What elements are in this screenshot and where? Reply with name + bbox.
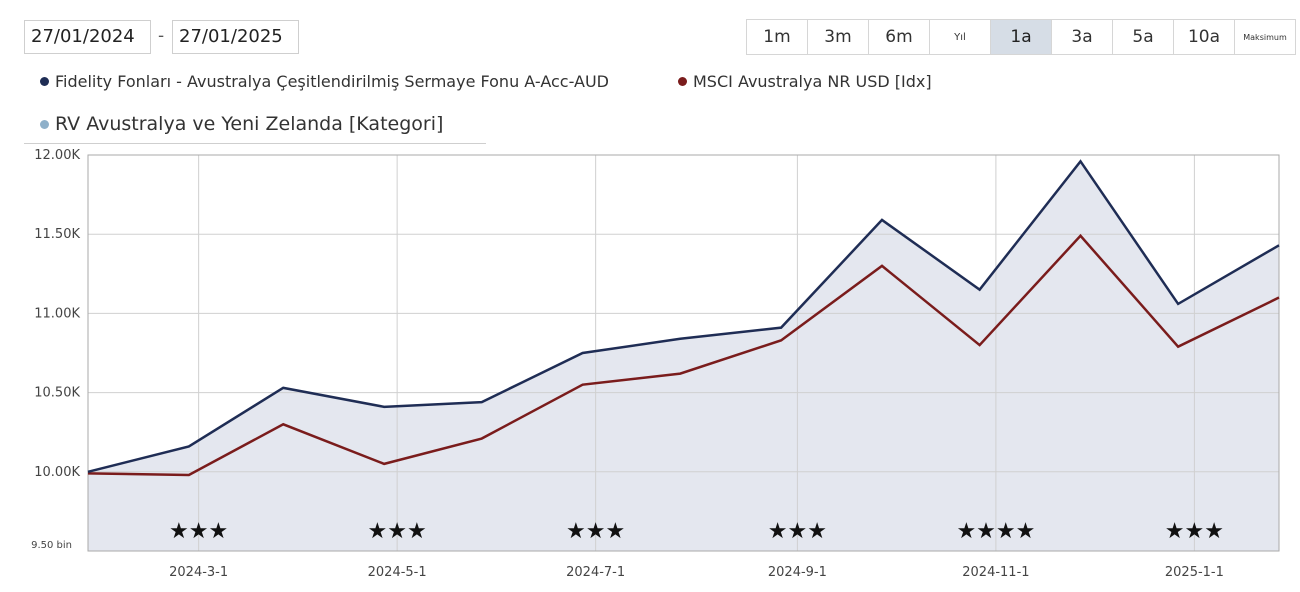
- x-tick-label: 2024-5-1: [368, 565, 427, 580]
- x-tick-label: 2024-7-1: [566, 565, 625, 580]
- range-button-5y[interactable]: 5a: [1113, 20, 1174, 54]
- y-tick-label: 11.00K: [34, 306, 80, 321]
- range-button-3m[interactable]: 3m: [808, 20, 869, 54]
- range-button-1y[interactable]: 1a: [991, 20, 1052, 54]
- range-button-10y[interactable]: 10a: [1174, 20, 1235, 54]
- date-from-input[interactable]: 27/01/2024: [24, 20, 151, 54]
- performance-chart: 12.00K 11.50K 11.00K 10.50K 10.00K 9.50 bin 20…: [31, 148, 1280, 580]
- rating-stars: ★★★: [1165, 519, 1224, 544]
- series-area-fill: [88, 161, 1279, 551]
- time-range-selector: 1m 3m 6m Yıl 1a 3a 5a 10a Maksimum: [746, 19, 1296, 55]
- legend-item-index[interactable]: MSCI Avustralya NR USD [Idx]: [678, 72, 932, 91]
- plot-border: [87, 154, 1280, 552]
- x-tick-label: 2024-9-1: [768, 565, 827, 580]
- legend-divider: [24, 143, 486, 144]
- y-tick-label: 9.50 bin: [31, 540, 72, 551]
- y-tick-label: 11.50K: [34, 227, 80, 242]
- range-button-1m[interactable]: 1m: [747, 20, 808, 54]
- y-tick-label: 12.00K: [34, 148, 80, 163]
- rating-stars: ★★★: [768, 519, 827, 544]
- rating-stars: ★★★: [169, 519, 228, 544]
- rating-stars: ★★★: [566, 519, 625, 544]
- range-button-6m[interactable]: 6m: [869, 20, 930, 54]
- range-button-3y[interactable]: 3a: [1052, 20, 1113, 54]
- x-tick-label: 2025-1-1: [1165, 565, 1224, 580]
- date-to-input[interactable]: 27/01/2025: [172, 20, 299, 54]
- legend-item-category[interactable]: RV Avustralya ve Yeni Zelanda [Kategori]: [40, 113, 443, 135]
- legend-item-fund[interactable]: Fidelity Fonları - Avustralya Çeşitlendi…: [40, 72, 609, 91]
- rating-stars: ★★★: [368, 519, 427, 544]
- range-button-ytd[interactable]: Yıl: [930, 20, 991, 54]
- legend-label-fund: Fidelity Fonları - Avustralya Çeşitlendi…: [55, 72, 609, 91]
- legend-marker-fund: [40, 77, 49, 86]
- legend-label-category: RV Avustralya ve Yeni Zelanda [Kategori]: [55, 113, 444, 135]
- series-line-index: [87, 233, 1280, 477]
- y-tick-label: 10.50K: [34, 386, 80, 401]
- x-tick-label: 2024-3-1: [169, 565, 228, 580]
- y-tick-label: 10.00K: [34, 465, 80, 480]
- legend-marker-index: [678, 77, 687, 86]
- legend-label-index: MSCI Avustralya NR USD [Idx]: [693, 72, 932, 91]
- series-line-fund: [87, 159, 1280, 474]
- x-tick-label: 2024-11-1: [962, 565, 1029, 580]
- legend-marker-category: [40, 119, 49, 129]
- rating-stars: ★★★★: [956, 519, 1035, 544]
- range-button-max[interactable]: Maksimum: [1235, 20, 1295, 54]
- date-separator: -: [158, 26, 165, 46]
